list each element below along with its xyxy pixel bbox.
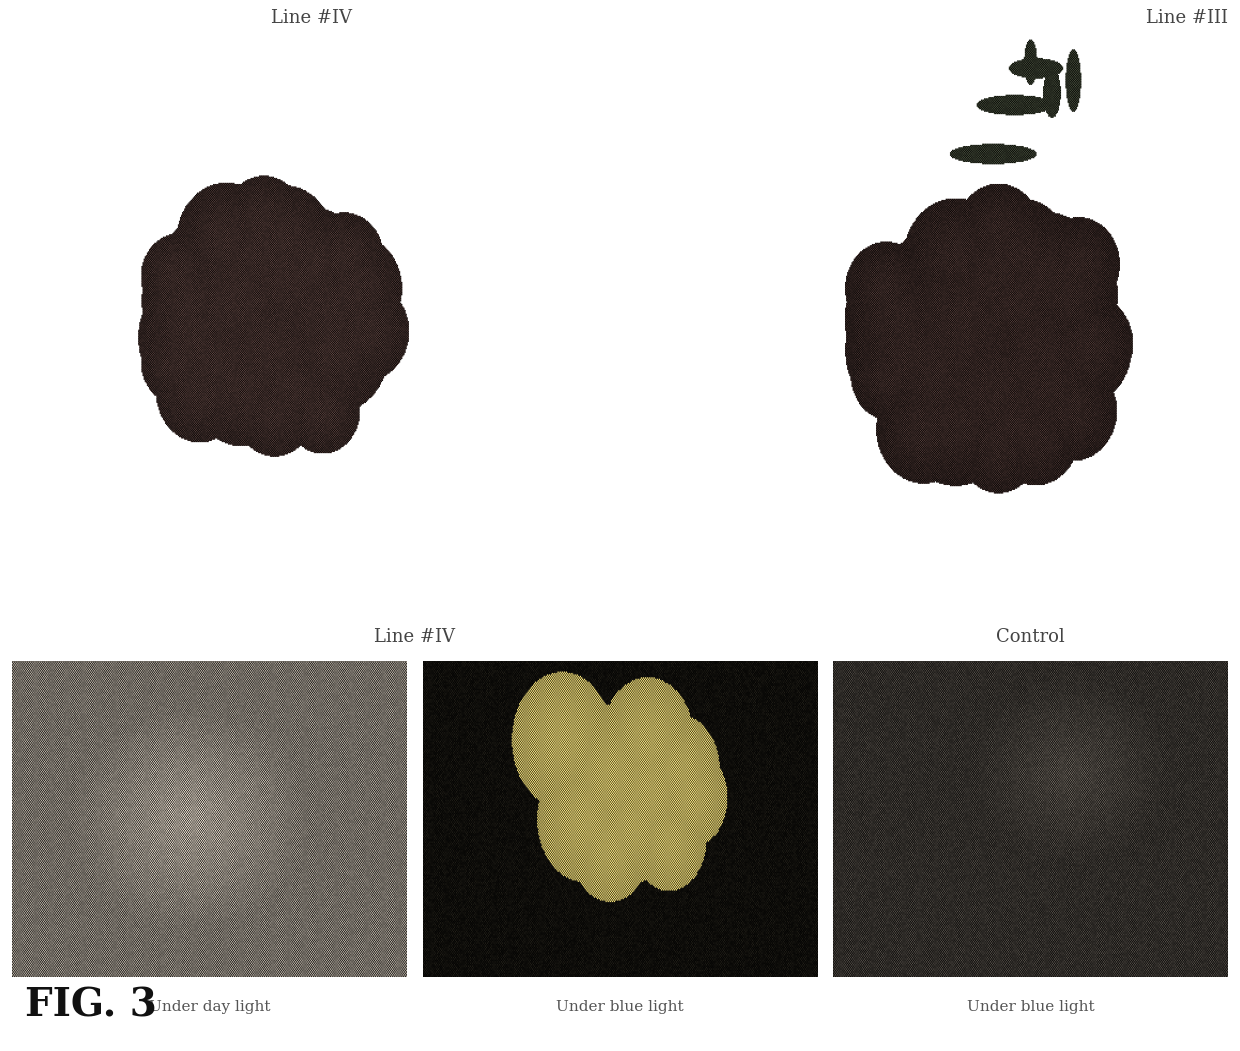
Text: FIG. 3: FIG. 3: [25, 987, 156, 1025]
Text: Under blue light: Under blue light: [966, 1000, 1094, 1013]
Text: Line #IV: Line #IV: [374, 628, 455, 646]
Title: Line #IV: Line #IV: [272, 9, 352, 27]
Text: Under day light: Under day light: [149, 1000, 270, 1013]
Text: Control: Control: [996, 628, 1065, 646]
Text: Line #III: Line #III: [1146, 9, 1228, 27]
Text: Under blue light: Under blue light: [557, 1000, 683, 1013]
